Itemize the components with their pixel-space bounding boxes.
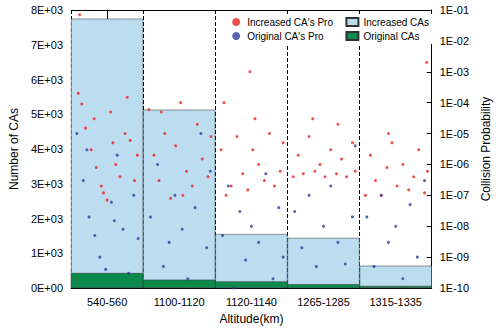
svg-text:Increased CAs: Increased CAs bbox=[363, 17, 429, 28]
svg-text:1E-03: 1E-03 bbox=[440, 66, 469, 78]
svg-text:Original CAs: Original CAs bbox=[363, 31, 419, 42]
svg-text:1E-09: 1E-09 bbox=[440, 251, 469, 263]
svg-text:Original CA's Pro: Original CA's Pro bbox=[247, 31, 324, 42]
svg-text:7E+03: 7E+03 bbox=[31, 39, 63, 51]
svg-text:1E+03: 1E+03 bbox=[31, 247, 63, 259]
svg-text:1E-07: 1E-07 bbox=[440, 189, 469, 201]
svg-text:Increased CA's Pro: Increased CA's Pro bbox=[247, 17, 333, 28]
svg-text:Collision Probability: Collision Probability bbox=[479, 97, 493, 202]
svg-text:1E-06: 1E-06 bbox=[440, 158, 469, 170]
svg-text:1E-04: 1E-04 bbox=[440, 97, 469, 109]
svg-text:1E-05: 1E-05 bbox=[440, 128, 469, 140]
svg-text:1100-1120: 1100-1120 bbox=[154, 296, 205, 308]
svg-text:3E+03: 3E+03 bbox=[31, 178, 63, 190]
svg-text:1315-1335: 1315-1335 bbox=[369, 296, 422, 308]
svg-text:8E+03: 8E+03 bbox=[31, 4, 63, 16]
svg-text:1265-1285: 1265-1285 bbox=[297, 296, 350, 308]
svg-text:2E+03: 2E+03 bbox=[31, 213, 63, 225]
svg-text:1E-01: 1E-01 bbox=[440, 4, 469, 16]
svg-text:0E+00: 0E+00 bbox=[31, 282, 63, 294]
svg-text:1E-10: 1E-10 bbox=[440, 282, 469, 294]
svg-text:5E+03: 5E+03 bbox=[31, 108, 63, 120]
svg-text:4E+03: 4E+03 bbox=[31, 143, 63, 155]
svg-text:1120-1140: 1120-1140 bbox=[226, 296, 277, 308]
svg-text:540-560: 540-560 bbox=[87, 296, 127, 308]
svg-text:6E+03: 6E+03 bbox=[31, 74, 63, 86]
svg-text:Altitude(km): Altitude(km) bbox=[219, 312, 283, 326]
svg-text:Number of CAs: Number of CAs bbox=[7, 108, 21, 190]
svg-text:1E-08: 1E-08 bbox=[440, 220, 469, 232]
svg-text:1E-02: 1E-02 bbox=[440, 35, 469, 47]
